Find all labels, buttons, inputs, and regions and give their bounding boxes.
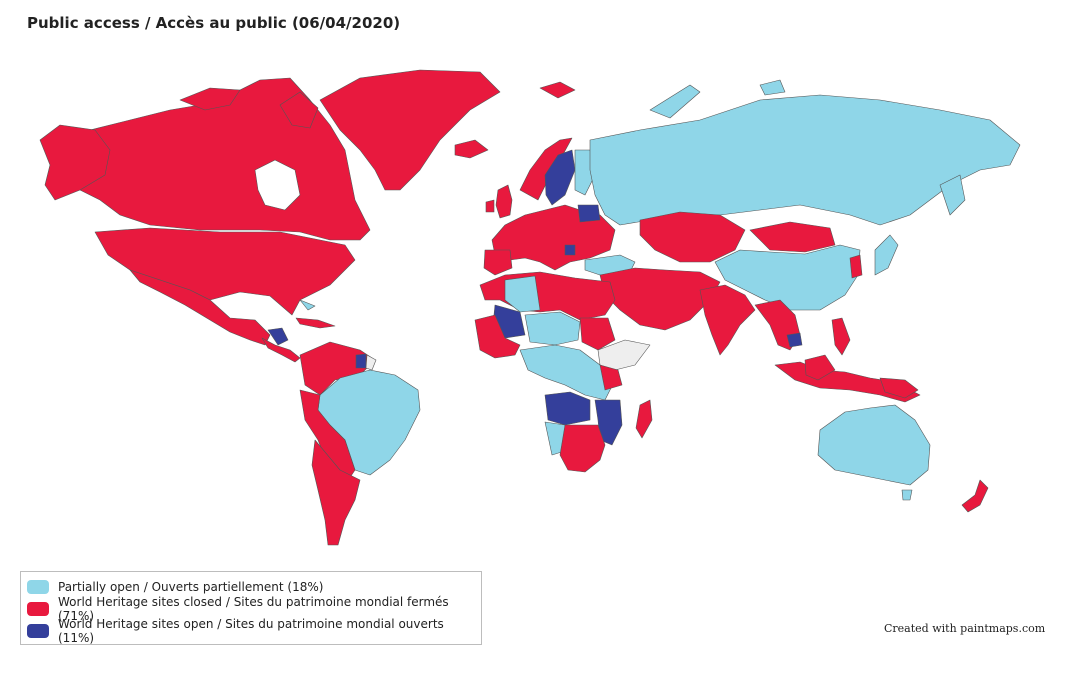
region-iceland [454,139,489,159]
legend-item-open: World Heritage sites open / Sites du pat… [27,617,475,645]
region-balkans-open [564,244,576,256]
region-algeria [504,275,541,313]
region-svalbard [539,81,576,99]
region-arctic-ru [759,79,786,96]
region-borneo [804,354,836,381]
region-sahel [524,311,581,346]
region-cambodia [786,332,803,348]
region-belarus [577,204,601,223]
legend-label-partially-open: Partially open / Ouverts partiellement (… [58,580,324,594]
credit-text[interactable]: Created with paintmaps.com [884,622,1046,635]
region-iberia [483,249,513,276]
hudson-bay [254,159,301,211]
region-mongolia [749,221,836,253]
region-new-zealand [961,479,989,513]
legend-swatch-open [27,624,49,638]
region-arctic-islands [179,87,241,111]
region-china [714,244,861,311]
region-russia [589,94,1021,226]
region-cuba [295,317,336,329]
region-kazakhstan [639,211,746,263]
legend-swatch-closed [27,602,49,616]
region-philippines [831,317,851,356]
region-norway [519,137,573,201]
region-australia [817,404,931,486]
region-middle-east [599,267,721,331]
region-india [699,284,756,356]
region-alaska [39,124,111,201]
legend: Partially open / Ouverts partiellement (… [20,571,482,645]
region-southern-africa [559,424,606,473]
region-french-guiana [365,354,377,371]
legend-swatch-partially-open [27,580,49,594]
region-uk [495,184,513,219]
region-central-america-2 [261,337,301,363]
region-west-africa [474,314,521,359]
region-bahamas [299,299,316,311]
map-title: Public access / Accès au public (06/04/2… [27,14,401,32]
region-baffin [279,91,319,129]
region-angola-zambia [544,391,591,426]
legend-label-open: World Heritage sites open / Sites du pat… [58,617,444,645]
region-greenland [319,69,501,191]
region-ireland [485,199,495,213]
region-sweden [544,149,576,206]
region-peru-bolivia [299,389,356,486]
region-tasmania [901,489,913,501]
region-guiana [355,353,367,369]
region-sudan [579,317,616,351]
region-kenya [599,364,623,391]
region-papua [879,377,919,399]
region-korea [849,254,863,279]
region-madagascar [635,399,653,439]
region-mexico [129,269,271,346]
legend-label-closed: World Heritage sites closed / Sites du p… [58,595,449,623]
region-central-america [267,327,289,346]
region-japan [874,234,899,276]
region-novaya-zemlya [649,84,701,119]
region-tanzania-moz [594,399,623,446]
region-kamchatka [939,174,966,216]
legend-item-closed: World Heritage sites closed / Sites du p… [27,595,475,623]
legend-item-partially-open: Partially open / Ouverts partiellement (… [27,576,475,598]
region-argentina-chile [311,439,361,546]
